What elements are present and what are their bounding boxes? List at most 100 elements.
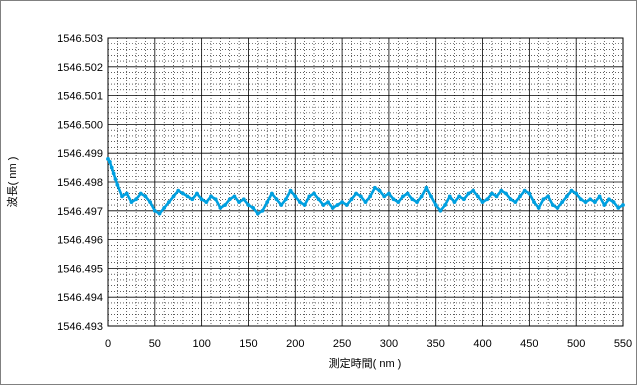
data-point <box>152 208 157 213</box>
data-point <box>138 191 143 196</box>
data-point <box>447 194 452 199</box>
data-point <box>424 185 429 190</box>
data-point <box>344 203 349 207</box>
data-point <box>363 200 368 205</box>
data-point <box>504 191 508 196</box>
data-point <box>387 191 391 196</box>
data-point <box>148 200 153 205</box>
data-point <box>527 191 532 196</box>
y-axis-label: 波長( nm ) <box>6 157 19 208</box>
y-axis-ticks: 1546.503 1546.502 1546.501 1546.500 1546.499… <box>57 33 103 333</box>
data-point <box>255 211 260 216</box>
data-point <box>106 157 110 161</box>
data-point <box>274 197 279 202</box>
y-tick-label: 1546.499 <box>57 148 103 160</box>
data-point <box>494 194 499 199</box>
x-tick-label: 0 <box>105 338 111 350</box>
data-point <box>166 200 171 205</box>
data-point <box>574 191 579 196</box>
data-point <box>569 188 574 193</box>
x-tick-label: 400 <box>473 338 491 350</box>
data-point <box>429 194 433 199</box>
data-point <box>372 185 377 190</box>
data-point <box>532 200 536 205</box>
data-point <box>546 194 550 199</box>
data-point <box>279 203 284 207</box>
data-point <box>227 197 232 202</box>
x-tick-label: 200 <box>286 338 304 350</box>
data-point <box>358 194 363 199</box>
x-axis-label: 測定時間( nm ) <box>329 356 402 370</box>
x-tick-label: 250 <box>333 338 351 350</box>
y-tick-label: 1546.500 <box>57 119 103 131</box>
data-point <box>443 203 447 207</box>
y-tick-label: 1546.493 <box>57 321 103 333</box>
data-point <box>405 191 410 196</box>
data-point <box>536 206 541 210</box>
data-point <box>499 188 504 193</box>
data-point <box>368 194 373 199</box>
data-point <box>209 194 213 199</box>
data-point <box>611 200 616 205</box>
data-point <box>583 200 588 205</box>
data-point <box>115 182 120 187</box>
data-point <box>218 206 223 210</box>
data-point <box>419 194 424 199</box>
x-tick-label: 450 <box>520 338 538 350</box>
x-tick-label: 500 <box>567 338 585 350</box>
data-point <box>176 188 181 193</box>
data-point <box>513 200 518 205</box>
data-point <box>518 194 522 199</box>
x-tick-label: 550 <box>614 338 632 350</box>
x-tick-label: 300 <box>380 338 398 350</box>
data-point <box>251 206 256 210</box>
data-point <box>330 206 335 210</box>
x-tick-label: 100 <box>192 338 210 350</box>
data-point <box>143 194 148 199</box>
data-point <box>124 191 129 196</box>
data-point <box>508 197 513 202</box>
data-point <box>607 197 611 202</box>
data-point <box>522 188 527 193</box>
data-point <box>415 200 419 205</box>
data-point <box>195 191 199 196</box>
y-tick-label: 1546.496 <box>57 235 103 247</box>
y-tick-label: 1546.502 <box>57 62 103 74</box>
data-point <box>457 194 462 199</box>
data-point <box>162 206 167 210</box>
y-tick-label: 1546.494 <box>57 292 103 304</box>
data-point <box>223 203 227 207</box>
x-axis-ticks: 0 50 100 150 200 250 300 350 400 450 500 550 <box>105 338 632 350</box>
data-point <box>269 191 274 196</box>
data-point <box>157 211 162 216</box>
data-point <box>185 194 190 199</box>
data-point <box>588 197 593 202</box>
data-point <box>377 188 382 193</box>
data-point <box>410 197 415 202</box>
x-tick-label: 50 <box>149 338 161 350</box>
data-point <box>109 165 114 170</box>
data-point <box>438 208 443 213</box>
data-point <box>134 197 138 202</box>
data-point <box>199 197 204 202</box>
data-point <box>396 200 401 205</box>
data-point <box>241 197 246 202</box>
data-point <box>293 194 298 199</box>
data-point <box>316 197 321 202</box>
data-point <box>260 208 265 213</box>
data-point <box>602 203 607 207</box>
data-point <box>129 200 134 205</box>
data-point <box>475 194 480 199</box>
data-point <box>265 200 270 205</box>
data-point <box>555 206 560 210</box>
data-point <box>288 188 293 193</box>
data-point <box>246 203 251 207</box>
grid <box>107 37 624 327</box>
data-point <box>307 194 312 199</box>
data-point <box>302 203 307 207</box>
data-point <box>326 200 330 205</box>
data-point <box>541 197 546 202</box>
data-point <box>382 194 387 199</box>
